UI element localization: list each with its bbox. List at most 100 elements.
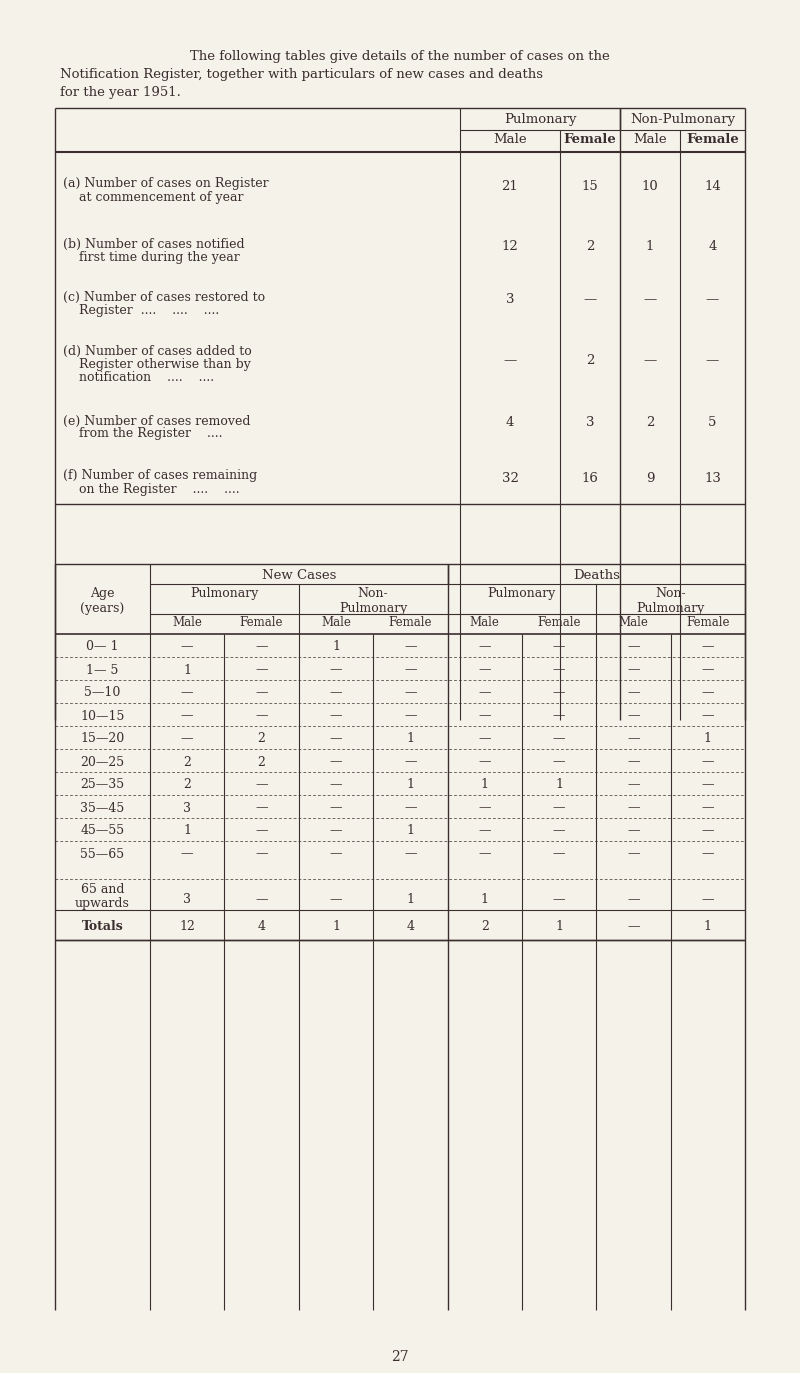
Text: —: — <box>478 802 491 814</box>
Text: —: — <box>478 825 491 838</box>
Text: —: — <box>478 755 491 769</box>
Text: from the Register    ....: from the Register .... <box>63 427 222 441</box>
Text: (a) Number of cases on Register: (a) Number of cases on Register <box>63 177 269 191</box>
Text: 1— 5: 1— 5 <box>86 663 118 677</box>
Text: —: — <box>330 733 342 746</box>
Text: —: — <box>404 802 417 814</box>
Text: —: — <box>181 847 194 861</box>
Text: 1: 1 <box>406 825 414 838</box>
Text: —: — <box>627 778 640 791</box>
Text: 4: 4 <box>506 416 514 430</box>
Text: —: — <box>404 686 417 699</box>
Text: —: — <box>627 920 640 934</box>
Text: 5—10: 5—10 <box>84 686 121 699</box>
Text: —: — <box>627 892 640 906</box>
Text: 1: 1 <box>406 778 414 791</box>
Text: notification    ....    ....: notification .... .... <box>63 371 214 384</box>
Text: Female: Female <box>240 616 283 629</box>
Text: —: — <box>181 710 194 722</box>
Text: Female: Female <box>686 616 730 629</box>
Text: —: — <box>255 710 268 722</box>
Text: 2: 2 <box>183 755 191 769</box>
Text: —: — <box>330 710 342 722</box>
Text: —: — <box>330 663 342 677</box>
Text: —: — <box>255 663 268 677</box>
Text: first time during the year: first time during the year <box>63 250 240 264</box>
Text: Female: Female <box>389 616 432 629</box>
Text: —: — <box>643 354 657 367</box>
Text: —: — <box>627 663 640 677</box>
Text: —: — <box>478 686 491 699</box>
Text: 27: 27 <box>391 1350 409 1363</box>
Text: —: — <box>181 686 194 699</box>
Text: —: — <box>404 710 417 722</box>
Text: —: — <box>478 663 491 677</box>
Text: Register otherwise than by: Register otherwise than by <box>63 358 251 371</box>
Text: Totals: Totals <box>82 920 123 934</box>
Text: —: — <box>478 710 491 722</box>
Text: —: — <box>702 892 714 906</box>
Text: 1: 1 <box>183 663 191 677</box>
Text: —: — <box>404 847 417 861</box>
Text: —: — <box>702 847 714 861</box>
Text: 2: 2 <box>586 354 594 367</box>
Text: 13: 13 <box>704 471 721 485</box>
Text: —: — <box>706 354 719 367</box>
Text: Female: Female <box>564 133 616 146</box>
Text: New Cases: New Cases <box>262 568 336 582</box>
Text: —: — <box>255 825 268 838</box>
Text: 4: 4 <box>708 239 717 253</box>
Text: —: — <box>627 686 640 699</box>
Text: 1: 1 <box>555 778 563 791</box>
Text: —: — <box>478 733 491 746</box>
Text: (e) Number of cases removed: (e) Number of cases removed <box>63 415 250 427</box>
Text: —: — <box>404 663 417 677</box>
Text: for the year 1951.: for the year 1951. <box>60 86 181 99</box>
Text: 1: 1 <box>704 733 712 746</box>
Text: Male: Male <box>172 616 202 629</box>
Text: 55—65: 55—65 <box>81 847 125 861</box>
Text: Female: Female <box>538 616 581 629</box>
Text: 12: 12 <box>179 920 195 934</box>
Text: —: — <box>627 733 640 746</box>
Text: —: — <box>583 292 597 306</box>
Text: (b) Number of cases notified: (b) Number of cases notified <box>63 238 245 250</box>
Text: Pulmonary: Pulmonary <box>190 588 258 600</box>
Text: —: — <box>643 292 657 306</box>
Text: 65 and: 65 and <box>81 883 124 897</box>
Text: 16: 16 <box>582 471 598 485</box>
Text: —: — <box>702 778 714 791</box>
Text: —: — <box>404 755 417 769</box>
Text: 15—20: 15—20 <box>80 733 125 746</box>
Text: 5: 5 <box>708 416 717 430</box>
Text: 1: 1 <box>481 778 489 791</box>
Text: 9: 9 <box>646 471 654 485</box>
Text: 4: 4 <box>406 920 414 934</box>
Text: 20—25: 20—25 <box>81 755 125 769</box>
Text: 1: 1 <box>406 733 414 746</box>
Text: —: — <box>627 755 640 769</box>
Text: —: — <box>553 755 566 769</box>
Text: The following tables give details of the number of cases on the: The following tables give details of the… <box>190 49 610 63</box>
Text: —: — <box>503 354 517 367</box>
Text: 1: 1 <box>332 920 340 934</box>
Text: Female: Female <box>686 133 739 146</box>
Text: Deaths: Deaths <box>573 568 620 582</box>
Text: Age
(years): Age (years) <box>80 588 125 615</box>
Text: 2: 2 <box>646 416 654 430</box>
Text: 4: 4 <box>258 920 266 934</box>
Text: —: — <box>255 640 268 654</box>
Text: Pulmonary: Pulmonary <box>504 113 576 126</box>
Text: —: — <box>553 710 566 722</box>
Text: —: — <box>702 755 714 769</box>
Text: —: — <box>553 825 566 838</box>
Text: Pulmonary: Pulmonary <box>488 588 556 600</box>
Text: —: — <box>255 802 268 814</box>
Text: —: — <box>702 802 714 814</box>
Text: —: — <box>706 292 719 306</box>
Text: (d) Number of cases added to: (d) Number of cases added to <box>63 345 252 358</box>
Text: —: — <box>255 778 268 791</box>
Text: upwards: upwards <box>75 897 130 910</box>
Text: 45—55: 45—55 <box>81 825 125 838</box>
Text: 0— 1: 0— 1 <box>86 640 118 654</box>
